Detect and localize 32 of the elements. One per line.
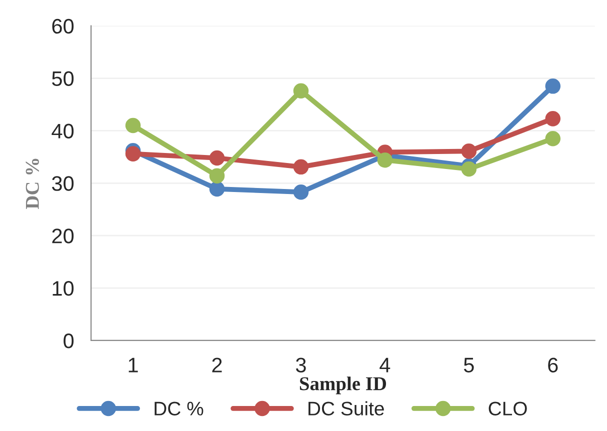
y-tick-label: 50 bbox=[52, 71, 74, 86]
legend-label: DC % bbox=[154, 402, 204, 416]
y-tick-label: 10 bbox=[52, 281, 74, 296]
x-tick-label: 4 bbox=[380, 358, 390, 372]
y-tick-label: 40 bbox=[52, 124, 74, 138]
x-tick-label: 6 bbox=[548, 358, 558, 372]
point bbox=[293, 159, 309, 175]
y-tick-label: 20 bbox=[52, 228, 74, 244]
x-tick-label: 1 bbox=[128, 358, 138, 372]
point bbox=[293, 83, 309, 99]
point bbox=[545, 111, 561, 126]
y-axis-title: DC % bbox=[26, 158, 39, 210]
x-tick-label: 2 bbox=[212, 358, 222, 372]
legend-label: CLO bbox=[488, 402, 527, 416]
x-tick-label: 3 bbox=[296, 358, 306, 372]
point bbox=[125, 146, 141, 162]
point bbox=[545, 130, 561, 146]
point bbox=[209, 181, 225, 197]
point bbox=[377, 152, 393, 168]
y-tick-label: 0 bbox=[64, 333, 74, 348]
legend-label: DC Suite bbox=[308, 401, 384, 416]
y-tick-label: 30 bbox=[52, 176, 74, 191]
x-tick-label: 5 bbox=[464, 358, 474, 372]
y-tick-label: 60 bbox=[52, 18, 74, 34]
point bbox=[209, 150, 225, 166]
x-axis-title: Sample ID bbox=[300, 376, 386, 394]
point bbox=[461, 161, 477, 177]
point bbox=[209, 168, 225, 184]
point bbox=[545, 78, 561, 94]
point bbox=[293, 184, 309, 200]
point bbox=[125, 118, 141, 134]
point bbox=[461, 144, 477, 159]
